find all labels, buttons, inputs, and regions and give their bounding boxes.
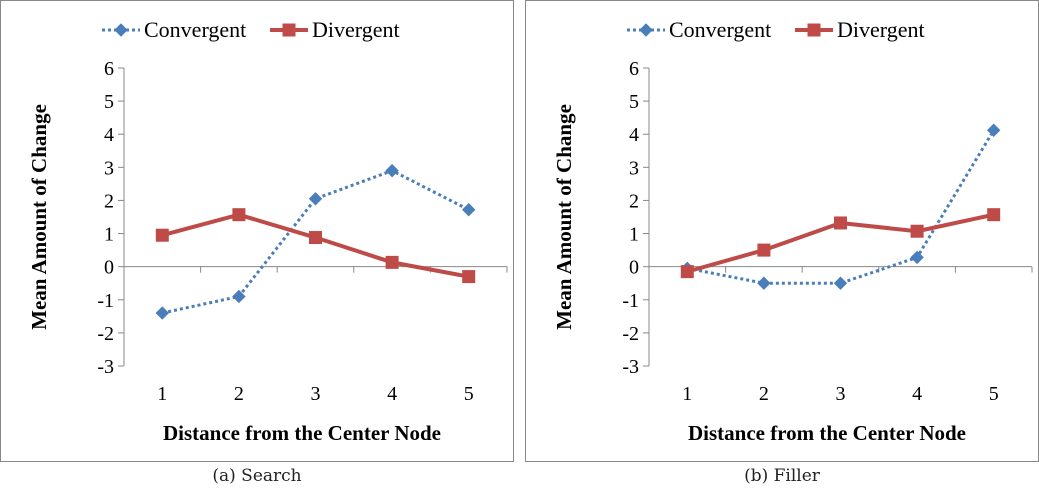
x-tick-label: 2 [234,383,244,405]
x-tick-label: 3 [836,383,846,405]
y-tick-label: 3 [629,157,639,179]
data-point [680,265,694,279]
data-point [757,276,771,290]
y-tick-label: -2 [97,323,114,345]
y-tick-label: 6 [104,58,114,80]
y-axis-title: Mean Amount of Change [552,104,576,330]
y-tick-label: -1 [622,290,639,312]
legend-label: Divergent [837,17,925,42]
y-tick-label: -2 [622,323,639,345]
data-point [232,208,246,222]
data-point [833,276,848,290]
legend-item: Convergent [627,17,771,42]
legend-marker [807,23,821,37]
legend-marker [282,23,296,37]
x-tick-label: 1 [682,383,692,405]
legend-label: Convergent [669,17,771,42]
series-line [687,129,995,285]
chart-search: Convergent Divergent -3 -2 -1 0 1 2 3 4 5 6 1 2 3 4 5 Dis… [0,0,514,462]
chart-border [0,0,514,462]
y-tick-label: -3 [97,356,114,378]
data-point [308,192,323,206]
data-point [232,289,246,304]
y-tick-label: 1 [104,224,114,246]
chart-caption: (b) Filler [744,466,820,486]
legend-label: Convergent [144,17,246,42]
data-point [987,208,1001,222]
legend-label: Divergent [312,17,400,42]
x-axis-title: Distance from the Center Node [163,421,441,445]
y-tick-label: -1 [97,290,114,312]
x-tick-label: 1 [157,383,167,405]
series-convergent [155,163,476,320]
series-divergent [155,208,476,284]
data-point [910,224,924,238]
x-tick-label: 5 [464,383,474,405]
legend-item: Convergent [102,17,246,42]
y-tick-label: 3 [104,157,114,179]
legend: Convergent Divergent [102,17,400,42]
x-axis-title: Distance from the Center Node [688,421,966,445]
legend-marker [114,23,128,37]
y-tick-label: 6 [629,58,639,80]
x-tick-label: 4 [387,383,397,405]
data-point [986,123,1001,137]
x-tick-label: 2 [759,383,769,405]
y-tick-label: 0 [629,257,639,279]
y-tick-label: 5 [629,91,639,113]
y-tick-label: 0 [104,257,114,279]
chart-border [525,0,1039,462]
data-point [309,231,322,245]
data-point [385,163,399,178]
legend-marker [639,23,653,37]
legend: Convergent Divergent [627,17,925,42]
x-tick-label: 4 [912,383,922,405]
y-tick-label: 2 [104,190,114,212]
data-point [462,270,476,284]
data-point [385,255,399,269]
chart-filler: Convergent Divergent -3 -2 -1 0 1 2 3 4 5 6 1 2 3 4 5 Dis… [525,0,1039,462]
data-point [910,250,924,265]
y-tick-label: 5 [104,91,114,113]
y-tick-label: 2 [629,190,639,212]
data-point [155,228,169,242]
data-point [461,203,476,217]
chart-caption: (a) Search [212,466,302,486]
x-tick-label: 3 [311,383,321,405]
y-axis-title: Mean Amount of Change [27,104,51,330]
data-point [155,306,170,320]
y-tick-label: 4 [629,124,639,146]
y-tick-label: 4 [104,124,114,146]
series-line [161,169,470,315]
data-point [757,243,771,257]
data-point [834,216,847,230]
chart-panel-filler: Convergent Divergent -3 -2 -1 0 1 2 3 4 5 6 1 2 3 4 5 Dis… [525,0,1039,497]
legend-item: Divergent [270,17,400,42]
y-tick-label: 1 [629,224,639,246]
chart-panel-search: Convergent Divergent -3 -2 -1 0 1 2 3 4 5 6 1 2 3 4 5 Dis… [0,0,514,497]
y-tick-label: -3 [622,356,639,378]
series-divergent [680,208,1001,279]
x-tick-label: 5 [989,383,999,405]
legend-item: Divergent [795,17,925,42]
